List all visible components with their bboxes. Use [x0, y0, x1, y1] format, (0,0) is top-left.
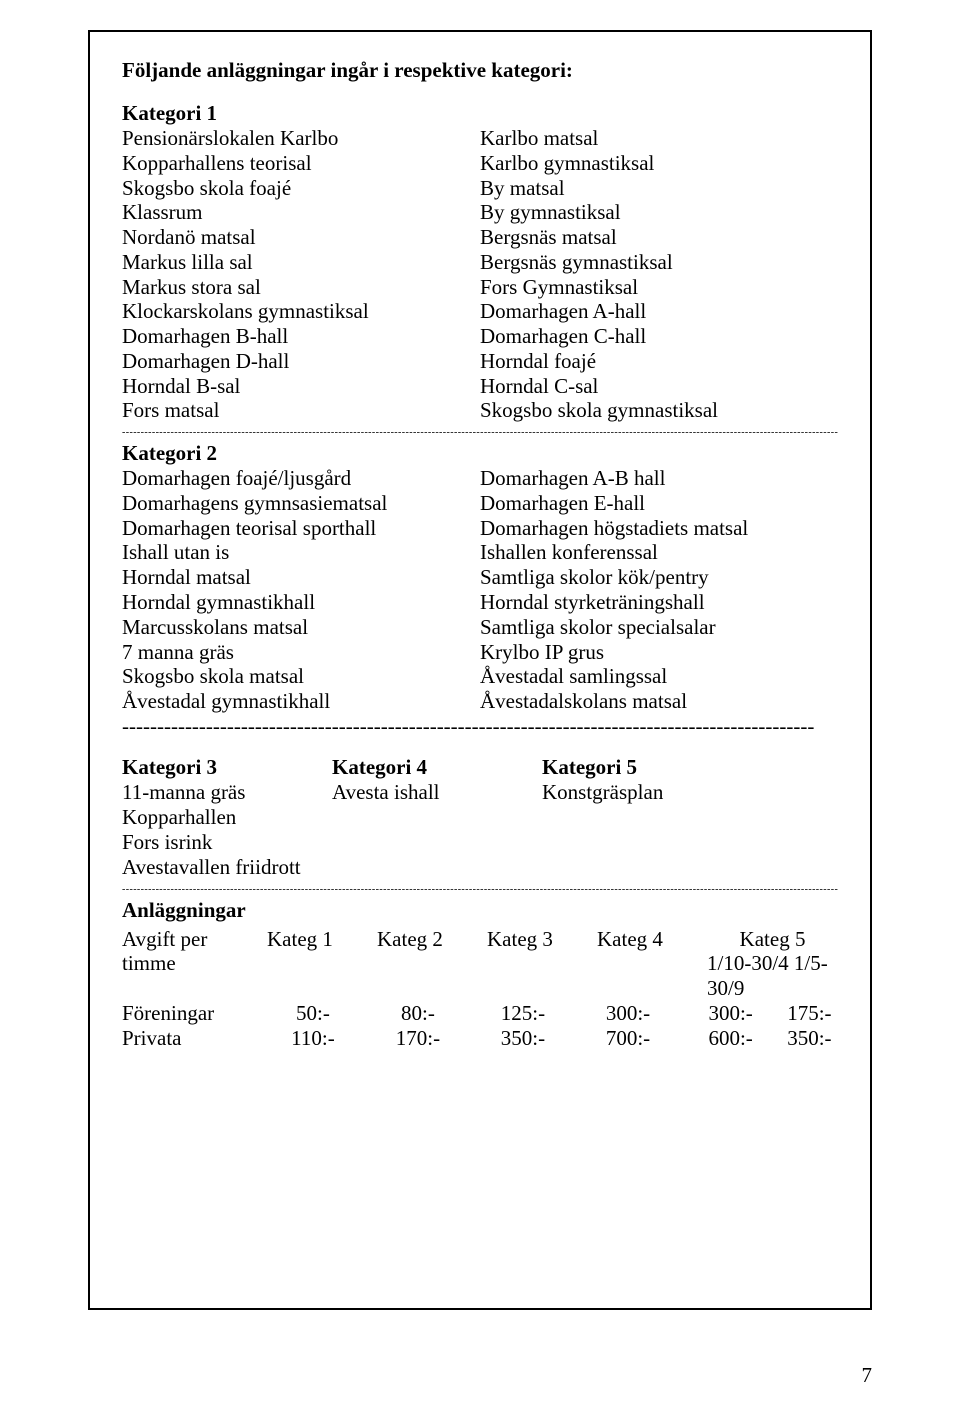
ph5: Kateg 5: [707, 927, 838, 952]
cat1-left-item: Klockarskolans gymnastiksal: [122, 299, 480, 324]
cat3-item: Fors isrink: [122, 830, 332, 855]
cat5-label: Kategori 5: [542, 755, 838, 780]
cat1-right-item: Domarhagen C-hall: [480, 324, 838, 349]
cat2-right-item: Åvestadalskolans matsal: [480, 689, 838, 714]
psh5: 1/10-30/4 1/5-30/9: [707, 951, 838, 1001]
cat345-row: Fors isrink: [122, 830, 838, 855]
pr-val: 80:-: [365, 1001, 470, 1026]
cat345-heads: Kategori 3 Kategori 4 Kategori 5: [122, 755, 838, 780]
cat2-left-item: 7 manna gräs: [122, 640, 480, 665]
cat2-right-item: Åvestadal samlingssal: [480, 664, 838, 689]
cat2-right-item: Samtliga skolor specialsalar: [480, 615, 838, 640]
cat1-columns: Pensionärslokalen Karlbo Kopparhallens t…: [122, 126, 838, 423]
cat2-right-item: Samtliga skolor kök/pentry: [480, 565, 838, 590]
price-row: Privata 110:- 170:- 350:- 700:- 600:- 35…: [122, 1026, 838, 1051]
pr-label: Föreningar: [122, 1001, 260, 1026]
cat1-left-item: Markus stora sal: [122, 275, 480, 300]
cat2-left-item: Domarhagen teorisal sporthall: [122, 516, 480, 541]
cat345-row: Avestavallen friidrott: [122, 855, 838, 880]
cat1-right-item: Bergsnäs gymnastiksal: [480, 250, 838, 275]
cat1-right-item: Domarhagen A-hall: [480, 299, 838, 324]
pr-val: 300:-: [575, 1001, 680, 1026]
cat3-item: 11-manna gräs: [122, 780, 332, 805]
psh0: timme: [122, 951, 267, 1001]
cat2-left-item: Domarhagen foajé/ljusgård: [122, 466, 480, 491]
pr-val: 170:-: [365, 1026, 470, 1051]
ph4: Kateg 4: [597, 927, 707, 952]
cat1-left-item: Domarhagen D-hall: [122, 349, 480, 374]
cat2-left-item: Ishall utan is: [122, 540, 480, 565]
divider-thin: ----------------------------------------…: [122, 884, 838, 896]
pr-val: 125:-: [470, 1001, 575, 1026]
cat2-columns: Domarhagen foajé/ljusgård Domarhagens gy…: [122, 466, 838, 714]
cat2-right-item: Krylbo IP grus: [480, 640, 838, 665]
pr-val: 175:-: [781, 1001, 838, 1026]
anl-label: Anläggningar: [122, 898, 838, 923]
price-row: Föreningar 50:- 80:- 125:- 300:- 300:- 1…: [122, 1001, 838, 1026]
pr-val: 50:-: [260, 1001, 365, 1026]
cat1-right-item: Fors Gymnastiksal: [480, 275, 838, 300]
divider-thin: ----------------------------------------…: [122, 427, 838, 439]
cat3-item: Avestavallen friidrott: [122, 855, 332, 880]
cat2-left-item: Horndal gymnastikhall: [122, 590, 480, 615]
cat3-item: Kopparhallen: [122, 805, 332, 830]
ph0: Avgift per: [122, 927, 267, 952]
pr-val: 350:-: [781, 1026, 838, 1051]
cat2-right-item: Domarhagen högstadiets matsal: [480, 516, 838, 541]
cat1-left-item: Kopparhallens teorisal: [122, 151, 480, 176]
pr-val: 350:-: [470, 1026, 575, 1051]
pr-val: 110:-: [260, 1026, 365, 1051]
cat345-row: 11-manna gräs Avesta ishall Konstgräspla…: [122, 780, 838, 805]
cat1-left-item: Skogsbo skola foajé: [122, 176, 480, 201]
pr-val: 700:-: [575, 1026, 680, 1051]
cat1-label: Kategori 1: [122, 101, 838, 126]
cat1-left-item: Markus lilla sal: [122, 250, 480, 275]
cat1-right-item: Karlbo matsal: [480, 126, 838, 151]
cat1-left-item: Pensionärslokalen Karlbo: [122, 126, 480, 151]
cat2-right-item: Horndal styrketräningshall: [480, 590, 838, 615]
cat2-right-item: Domarhagen A-B hall: [480, 466, 838, 491]
cat4-item: Avesta ishall: [332, 780, 542, 805]
cat1-left-item: Nordanö matsal: [122, 225, 480, 250]
cat2-left-item: Marcusskolans matsal: [122, 615, 480, 640]
cat1-right-item: By matsal: [480, 176, 838, 201]
cat345-row: Kopparhallen: [122, 805, 838, 830]
cat2-left-item: Horndal matsal: [122, 565, 480, 590]
content-frame: Följande anläggningar ingår i respektive…: [88, 30, 872, 1310]
cat2-right-item: Domarhagen E-hall: [480, 491, 838, 516]
cat5-item: Konstgräsplan: [542, 780, 838, 805]
cat2-label: Kategori 2: [122, 441, 838, 466]
cat2-right-item: Ishallen konferenssal: [480, 540, 838, 565]
ph2: Kateg 2: [377, 927, 487, 952]
cat1-right-item: Horndal C-sal: [480, 374, 838, 399]
ph1: Kateg 1: [267, 927, 377, 952]
cat1-right-item: Bergsnäs matsal: [480, 225, 838, 250]
divider-thick: ----------------------------------------…: [122, 714, 838, 739]
price-header: Avgift per Kateg 1 Kateg 2 Kateg 3 Kateg…: [122, 927, 838, 952]
price-table: Avgift per Kateg 1 Kateg 2 Kateg 3 Kateg…: [122, 927, 838, 1051]
pr-val: 300:-: [680, 1001, 780, 1026]
price-subheader: timme 1/10-30/4 1/5-30/9: [122, 951, 838, 1001]
cat1-left-item: Domarhagen B-hall: [122, 324, 480, 349]
pr-label: Privata: [122, 1026, 260, 1051]
cat2-left-item: Domarhagens gymnsasiematsal: [122, 491, 480, 516]
cat4-label: Kategori 4: [332, 755, 542, 780]
cat1-right-item: Skogsbo skola gymnastiksal: [480, 398, 838, 423]
cat2-left-item: Åvestadal gymnastikhall: [122, 689, 480, 714]
page-title: Följande anläggningar ingår i respektive…: [122, 58, 838, 83]
pr-val: 600:-: [680, 1026, 780, 1051]
cat1-left-item: Fors matsal: [122, 398, 480, 423]
cat3-label: Kategori 3: [122, 755, 332, 780]
cat2-left-item: Skogsbo skola matsal: [122, 664, 480, 689]
cat1-left-item: Klassrum: [122, 200, 480, 225]
cat1-right-item: By gymnastiksal: [480, 200, 838, 225]
ph3: Kateg 3: [487, 927, 597, 952]
cat1-right-item: Horndal foajé: [480, 349, 838, 374]
cat1-left-item: Horndal B-sal: [122, 374, 480, 399]
page-number: 7: [862, 1363, 873, 1388]
cat1-right-item: Karlbo gymnastiksal: [480, 151, 838, 176]
